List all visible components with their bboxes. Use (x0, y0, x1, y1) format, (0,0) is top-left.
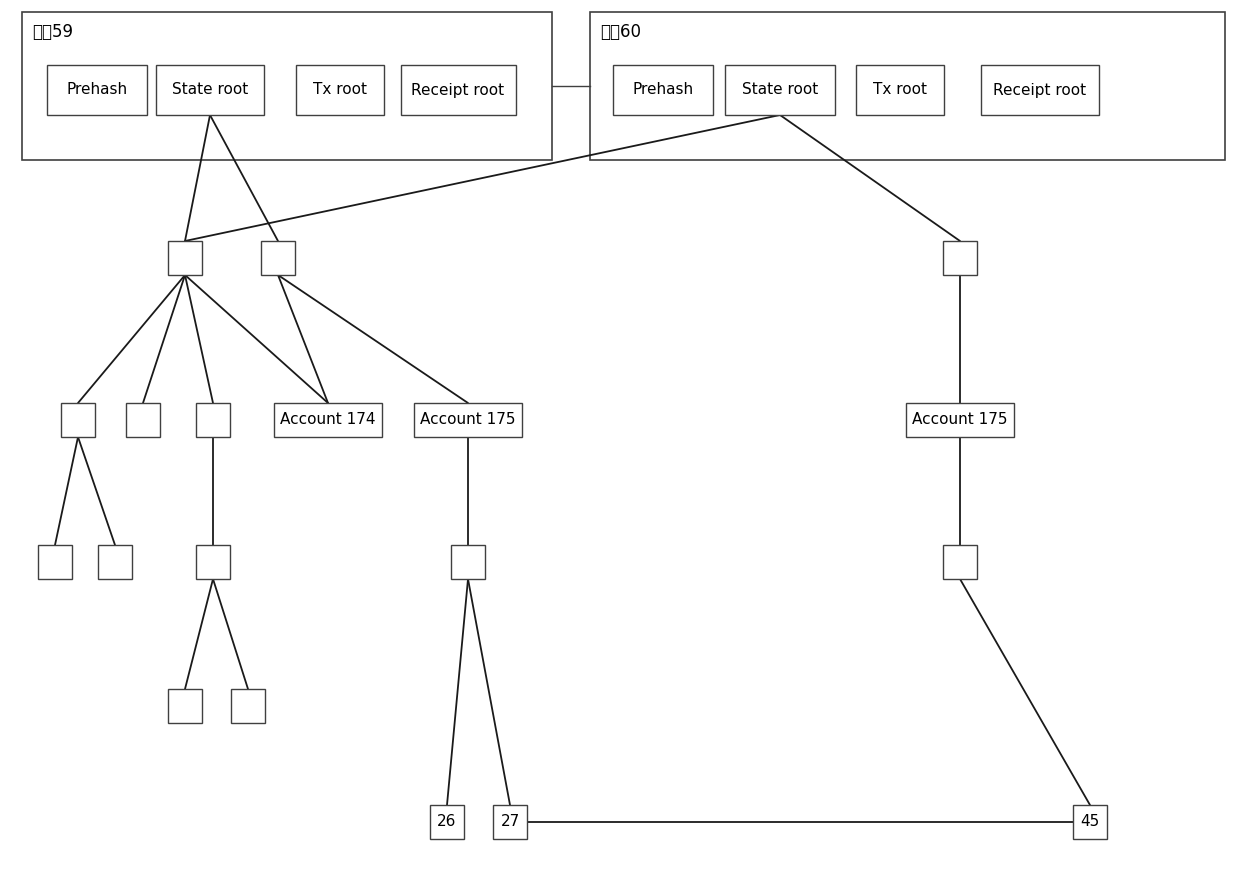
FancyBboxPatch shape (230, 689, 265, 723)
FancyBboxPatch shape (613, 65, 712, 115)
FancyBboxPatch shape (38, 545, 72, 579)
FancyBboxPatch shape (493, 805, 527, 839)
Text: Account 175: Account 175 (420, 413, 515, 427)
FancyBboxPatch shape (196, 545, 230, 579)
FancyBboxPatch shape (943, 545, 978, 579)
Text: Tx root: Tx root (313, 82, 367, 98)
FancyBboxPatch shape (725, 65, 835, 115)
Text: 26: 26 (437, 815, 457, 829)
Text: Tx root: Tx root (873, 82, 927, 98)
Text: Prehash: Prehash (632, 82, 694, 98)
Text: Account 174: Account 174 (280, 413, 375, 427)
FancyBboxPatch shape (400, 65, 515, 115)
FancyBboxPatch shape (61, 403, 95, 437)
FancyBboxPatch shape (98, 545, 133, 579)
Text: 区块60: 区块60 (600, 23, 641, 41)
FancyBboxPatch shape (1073, 805, 1106, 839)
FancyBboxPatch shape (943, 241, 978, 275)
Text: 27: 27 (501, 815, 519, 829)
FancyBboxPatch shape (451, 545, 484, 579)
FancyBboxPatch shape (856, 65, 944, 115)
FancyBboxPatch shape (274, 403, 382, 437)
Text: State root: State root (172, 82, 248, 98)
FancyBboxPatch shape (590, 12, 1225, 160)
Text: Receipt root: Receipt root (994, 82, 1087, 98)
FancyBboxPatch shape (169, 689, 202, 723)
Text: 区块59: 区块59 (32, 23, 73, 41)
FancyBboxPatch shape (126, 403, 160, 437)
FancyBboxPatch shape (981, 65, 1099, 115)
FancyBboxPatch shape (156, 65, 264, 115)
FancyBboxPatch shape (296, 65, 384, 115)
Text: Account 175: Account 175 (912, 413, 1007, 427)
FancyBboxPatch shape (430, 805, 463, 839)
FancyBboxPatch shape (414, 403, 522, 437)
Text: State root: State root (742, 82, 818, 98)
Text: 45: 45 (1080, 815, 1100, 829)
FancyBboxPatch shape (196, 403, 230, 437)
Text: Prehash: Prehash (67, 82, 128, 98)
FancyBboxPatch shape (261, 241, 295, 275)
Text: Receipt root: Receipt root (411, 82, 504, 98)
FancyBboxPatch shape (22, 12, 553, 160)
FancyBboxPatch shape (169, 241, 202, 275)
FancyBboxPatch shape (47, 65, 147, 115)
FancyBboxPatch shape (906, 403, 1014, 437)
